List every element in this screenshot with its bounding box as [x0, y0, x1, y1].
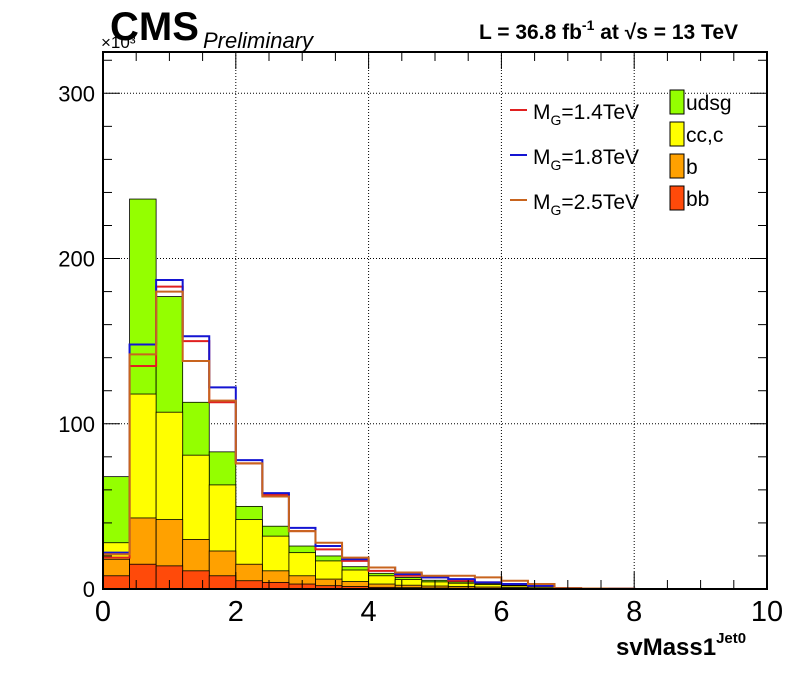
- legend-label-3: MG=2.5TeV: [533, 191, 639, 218]
- bar-bb-bin-1: [129, 563, 157, 590]
- legend-label-b: b: [686, 156, 698, 179]
- y-tick-label: 200: [58, 247, 95, 272]
- lumi-at: at: [594, 21, 624, 44]
- stacked-backgrounds: [102, 198, 555, 590]
- lumi-sqrt: √: [625, 21, 637, 44]
- bar-bb-bin-5: [235, 580, 263, 590]
- legend-label-rest: =1.4TeV: [561, 101, 639, 124]
- legend-label-1: MG=1.4TeV: [533, 101, 639, 128]
- legend-label-main: M: [533, 146, 551, 169]
- y-tick-label: 300: [58, 81, 95, 106]
- legend-label-2: MG=1.8TeV: [533, 146, 639, 173]
- x-axis-label: svMass1Jet0: [616, 630, 746, 661]
- x-axis-label-main: svMass1: [616, 634, 716, 661]
- legend-label-rest: =1.8TeV: [561, 146, 639, 169]
- bar-bb-bin-4: [208, 575, 237, 590]
- legend-swatch-udsg: [669, 89, 685, 115]
- legend-label-udsg: udsg: [686, 92, 732, 115]
- legend-label-sub: G: [551, 157, 562, 173]
- legend-swatch-b: [669, 153, 685, 179]
- legend-label-main: M: [533, 101, 551, 124]
- legend-label-ccc: cc,c: [686, 124, 723, 147]
- legend-swatch-bb: [669, 185, 685, 211]
- x-axis-label-superscript: Jet0: [716, 630, 746, 647]
- legend-swatch-ccc: [669, 121, 685, 147]
- x-tick-label: 2: [228, 596, 244, 628]
- x-tick-label: 4: [361, 596, 377, 628]
- lumi-exponent: -1: [582, 17, 595, 33]
- legend-label-bb: bb: [686, 188, 709, 211]
- lumi-main: L = 36.8 fb: [479, 21, 582, 44]
- preliminary-label: Preliminary: [203, 28, 315, 53]
- x-tick-label: 6: [493, 596, 509, 628]
- bar-bb-bin-3: [182, 570, 210, 590]
- x-tick-label: 10: [751, 596, 783, 628]
- y-tick-label: 0: [83, 577, 95, 602]
- bar-bb-bin-0: [102, 575, 130, 590]
- cms-label: CMS: [110, 5, 199, 49]
- lumi-energy: s = 13 TeV: [636, 21, 738, 44]
- x-tick-label: 8: [626, 596, 642, 628]
- legend-label-sub: G: [551, 202, 562, 218]
- legend-label-main: M: [533, 191, 551, 214]
- luminosity-label: L = 36.8 fb-1 at √s = 13 TeV: [479, 17, 738, 44]
- chart-header: CMS Preliminary L = 36.8 fb-1 at √s = 13…: [110, 5, 738, 53]
- legend-label-rest: =2.5TeV: [561, 191, 639, 214]
- x-tick-label: 0: [95, 596, 111, 628]
- y-tick-label: 100: [58, 412, 95, 437]
- y-multiplier-label: ×10³: [101, 33, 136, 52]
- legend-label-sub: G: [551, 112, 562, 128]
